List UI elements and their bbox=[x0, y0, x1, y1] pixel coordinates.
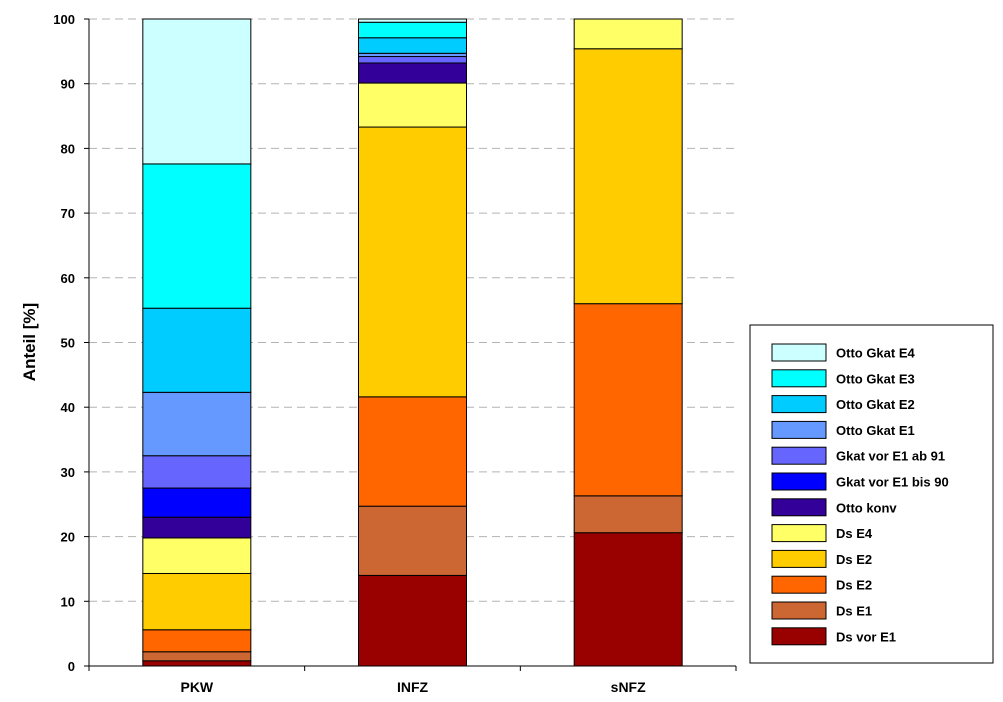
y-tick-label: 100 bbox=[53, 12, 75, 27]
legend-label: Ds E4 bbox=[836, 526, 873, 541]
bar-segment-pkw-6 bbox=[143, 488, 251, 517]
bar-segment-pkw-2 bbox=[143, 630, 251, 652]
bars bbox=[143, 19, 682, 666]
y-tick-label: 70 bbox=[61, 206, 75, 221]
y-tick-label: 0 bbox=[68, 659, 75, 674]
legend-swatch bbox=[772, 628, 826, 645]
legend-swatch bbox=[772, 396, 826, 413]
x-category-label: INFZ bbox=[397, 679, 429, 695]
legend-swatch bbox=[772, 499, 826, 516]
legend-label: Otto Gkat E3 bbox=[836, 371, 915, 386]
legend-swatch bbox=[772, 344, 826, 361]
bar-segment-infz-1 bbox=[359, 506, 467, 575]
bar-segment-snfz-1 bbox=[574, 496, 682, 533]
legend-swatch bbox=[772, 370, 826, 387]
bar-segment-pkw-10 bbox=[143, 164, 251, 308]
legend-label: Ds E1 bbox=[836, 604, 872, 619]
legend-swatch bbox=[772, 576, 826, 593]
bar-segment-snfz-2 bbox=[574, 304, 682, 496]
legend-label: Ds E2 bbox=[836, 552, 872, 567]
bar-segment-infz-4 bbox=[359, 83, 467, 127]
bar-segment-pkw-4 bbox=[143, 538, 251, 574]
legend-swatch bbox=[772, 525, 826, 542]
legend-label: Ds E2 bbox=[836, 578, 872, 593]
y-tick-label: 10 bbox=[61, 594, 75, 609]
y-tick-label: 90 bbox=[61, 77, 75, 92]
y-axis-title: Anteil [%] bbox=[20, 303, 39, 381]
legend-label: Otto Gkat E1 bbox=[836, 423, 915, 438]
bar-segment-snfz-0 bbox=[574, 533, 682, 666]
legend-label: Otto Gkat E4 bbox=[836, 346, 916, 361]
legend-label: Gkat vor E1 ab 91 bbox=[836, 449, 945, 464]
legend-label: Gkat vor E1 bis 90 bbox=[836, 475, 949, 490]
x-category-label: PKW bbox=[180, 679, 213, 695]
legend-label: Otto konv bbox=[836, 500, 897, 515]
bar-segment-infz-0 bbox=[359, 575, 467, 666]
y-tick-label: 30 bbox=[61, 465, 75, 480]
bar-segment-infz-10 bbox=[359, 22, 467, 38]
bar-segment-infz-7 bbox=[359, 57, 467, 63]
bar-segment-pkw-11 bbox=[143, 19, 251, 164]
legend-swatch bbox=[772, 447, 826, 464]
y-tick-label: 50 bbox=[61, 336, 75, 351]
bar-segment-infz-2 bbox=[359, 397, 467, 506]
legend-label: Otto Gkat E2 bbox=[836, 397, 915, 412]
bar-segment-infz-5 bbox=[359, 63, 467, 83]
y-tick-label: 20 bbox=[61, 530, 75, 545]
bar-segment-pkw-1 bbox=[143, 652, 251, 661]
bar-segment-pkw-9 bbox=[143, 308, 251, 392]
x-category-label: sNFZ bbox=[611, 679, 646, 695]
legend-swatch bbox=[772, 473, 826, 490]
bar-segment-pkw-8 bbox=[143, 392, 251, 455]
y-tick-label: 40 bbox=[61, 400, 75, 415]
legend-label: Ds vor E1 bbox=[836, 629, 896, 644]
bar-segment-infz-11 bbox=[359, 19, 467, 22]
bar-segment-snfz-3 bbox=[574, 49, 682, 304]
bar-segment-infz-3 bbox=[359, 127, 467, 397]
bar-segment-infz-9 bbox=[359, 38, 467, 54]
legend-swatch bbox=[772, 421, 826, 438]
bar-segment-pkw-0 bbox=[143, 661, 251, 666]
bar-segment-pkw-3 bbox=[143, 573, 251, 629]
legend-swatch bbox=[772, 550, 826, 567]
y-tick-label: 80 bbox=[61, 141, 75, 156]
x-category-labels: PKW INFZ sNFZ bbox=[180, 679, 646, 695]
bar-segment-snfz-4 bbox=[574, 19, 682, 49]
y-tick-labels: 0 10 20 30 40 50 60 70 80 90 100 bbox=[53, 12, 75, 674]
y-tick-label: 60 bbox=[61, 271, 75, 286]
legend-swatch bbox=[772, 602, 826, 619]
bar-segment-pkw-7 bbox=[143, 456, 251, 488]
bar-segment-pkw-5 bbox=[143, 517, 251, 538]
legend: Otto Gkat E4 Otto Gkat E3 Otto Gkat E2 Otto… bbox=[750, 325, 993, 663]
